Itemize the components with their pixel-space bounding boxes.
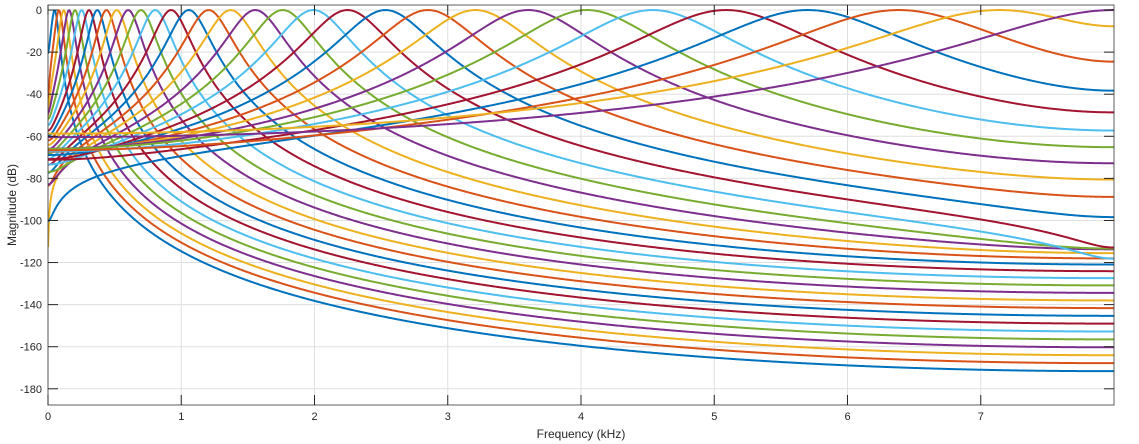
filter-response-line-13 xyxy=(48,9,1114,280)
filter-response-line-11 xyxy=(48,9,1114,294)
filter-response-line-12 xyxy=(48,9,1114,287)
y-tick-label: -100 xyxy=(20,215,42,227)
filter-response-line-31 xyxy=(48,9,1114,135)
x-tick-label: 7 xyxy=(978,411,984,423)
filter-response-line-2 xyxy=(48,9,1114,365)
y-tick-labels: 0 -20 -40 -60 -80 -100 -120 -140 -160 -180 xyxy=(20,5,42,396)
filter-response-line-1 xyxy=(48,9,1114,373)
filter-response-line-23 xyxy=(48,9,1114,198)
x-tick-label: 2 xyxy=(311,411,317,423)
filter-response-line-9 xyxy=(48,9,1114,310)
x-tick-labels: 0 1 2 3 4 5 6 7 xyxy=(45,411,984,423)
filter-response-line-7 xyxy=(48,9,1114,325)
y-tick-label: -80 xyxy=(26,173,42,185)
x-tick-label: 5 xyxy=(711,411,717,423)
filter-response-line-6 xyxy=(48,9,1114,333)
x-tick-label: 3 xyxy=(445,411,451,423)
x-tick-label: 6 xyxy=(844,411,850,423)
filter-response-line-14 xyxy=(48,9,1114,273)
y-tick-label: 0 xyxy=(36,5,42,17)
filter-response-line-3 xyxy=(48,9,1114,357)
filter-response-line-21 xyxy=(48,9,1114,249)
filter-response-line-5 xyxy=(48,9,1114,341)
y-tick-label: -180 xyxy=(20,384,42,396)
x-tick-label: 0 xyxy=(45,411,51,423)
filter-response-line-18 xyxy=(48,9,1114,251)
y-tick-label: -120 xyxy=(20,258,42,270)
filter-response-line-24 xyxy=(48,9,1114,181)
filter-response-line-4 xyxy=(48,9,1114,349)
filter-response-line-8 xyxy=(48,9,1114,317)
filter-response-line-16 xyxy=(48,9,1114,260)
y-tick-label: -140 xyxy=(20,300,42,312)
y-axis-label: Magnitude (dB) xyxy=(5,164,19,246)
filter-response-line-17 xyxy=(48,9,1114,255)
filter-response-line-30 xyxy=(48,9,1114,152)
y-tick-label: -40 xyxy=(26,89,42,101)
filter-response-line-20 xyxy=(48,9,1114,260)
y-tick-label: -60 xyxy=(26,131,42,143)
tick-marks xyxy=(47,5,1114,405)
filter-response-line-32 xyxy=(48,9,1114,139)
filter-response-line-19 xyxy=(48,9,1114,250)
filter-response-line-10 xyxy=(48,9,1114,302)
filter-response-line-27 xyxy=(48,9,1114,153)
y-tick-label: -20 xyxy=(26,47,42,59)
y-tick-label: -160 xyxy=(20,342,42,354)
x-tick-label: 1 xyxy=(178,411,184,423)
series-group xyxy=(48,9,1114,373)
x-axis-label: Frequency (kHz) xyxy=(537,427,626,441)
x-tick-label: 4 xyxy=(578,411,584,423)
filter-response-line-22 xyxy=(48,9,1114,219)
